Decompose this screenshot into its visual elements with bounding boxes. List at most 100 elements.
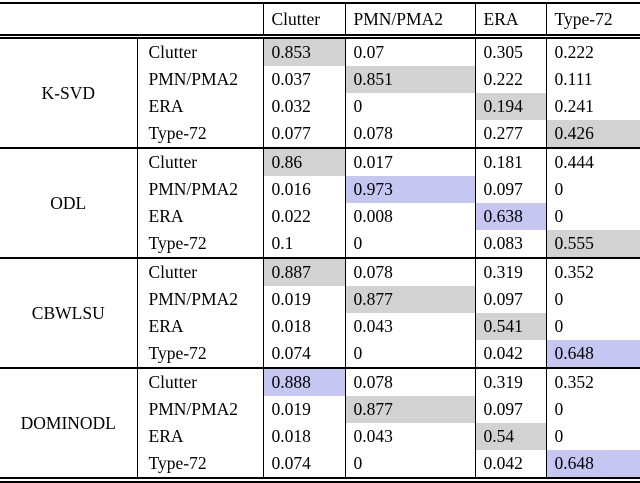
row-label: ERA bbox=[136, 423, 263, 450]
value-cell: 0.222 bbox=[474, 66, 546, 93]
table-row: DOMINODL Clutter 0.888 0.078 0.319 0.352 bbox=[0, 368, 640, 433]
value-cell: 0 bbox=[545, 423, 640, 450]
table-row: Type-72 0.074 0 0.042 0.648 bbox=[0, 340, 640, 368]
value-cell: 0.07 bbox=[344, 36, 475, 66]
value-cell: 0.032 bbox=[262, 93, 345, 120]
column-header-pmn-pma2: PMN/PMA2 bbox=[344, 3, 475, 39]
table-row: Type-72 0.077 0.078 0.277 0.426 bbox=[0, 120, 640, 148]
value-cell: 0.111 bbox=[545, 66, 640, 93]
value-cell: 0.541 bbox=[474, 313, 546, 340]
value-cell: 0.042 bbox=[474, 450, 546, 480]
value-cell: 0.305 bbox=[474, 36, 546, 66]
method-label: K-SVD bbox=[41, 82, 95, 103]
row-label: Clutter bbox=[136, 368, 263, 396]
value-cell: 0 bbox=[545, 313, 640, 340]
table-row: Type-72 0.1 0 0.083 0.555 bbox=[0, 230, 640, 258]
value-cell: 0.319 bbox=[474, 258, 546, 286]
value-cell: 0.319 bbox=[474, 368, 546, 396]
table-row: ERA 0.022 0.008 0.638 0 bbox=[0, 203, 640, 230]
row-label: PMN/PMA2 bbox=[136, 286, 263, 313]
value-cell: 0.277 bbox=[474, 120, 546, 148]
row-label: Type-72 bbox=[136, 340, 263, 368]
row-label: ERA bbox=[136, 313, 263, 340]
value-cell: 0.083 bbox=[474, 230, 546, 258]
table-header: Clutter PMN/PMA2 ERA Type-72 bbox=[0, 3, 640, 39]
value-cell: 0 bbox=[545, 176, 640, 203]
table-row: CBWLSU Clutter 0.887 0.078 0.319 0.352 bbox=[0, 258, 640, 323]
value-cell: 0 bbox=[545, 286, 640, 313]
value-cell: 0.444 bbox=[545, 148, 640, 176]
value-cell: 0.181 bbox=[474, 148, 546, 176]
table-row: ERA 0.018 0.043 0.54 0 bbox=[0, 423, 640, 450]
value-cell: 0.352 bbox=[545, 368, 640, 396]
value-cell: 0.018 bbox=[262, 423, 345, 450]
row-label: PMN/PMA2 bbox=[136, 176, 263, 203]
value-cell: 0.077 bbox=[262, 120, 345, 148]
value-cell: 0.648 bbox=[545, 340, 640, 368]
value-cell: 0.426 bbox=[545, 120, 640, 148]
table-row: K-SVD Clutter 0.853 0.07 0.305 0.222 bbox=[0, 36, 640, 103]
value-cell: 0.078 bbox=[344, 258, 475, 286]
value-cell: 0.54 bbox=[474, 423, 546, 450]
table-row: PMN/PMA2 0.019 0.877 0.097 0 bbox=[0, 286, 640, 313]
value-cell: 0.887 bbox=[262, 258, 345, 286]
value-cell: 0 bbox=[344, 93, 475, 120]
value-cell: 0.86 bbox=[262, 148, 345, 176]
value-cell: 0 bbox=[344, 230, 475, 258]
column-header-type-72: Type-72 bbox=[545, 3, 640, 39]
row-label: Type-72 bbox=[136, 120, 263, 148]
corner-cell bbox=[0, 3, 263, 39]
value-cell: 0.222 bbox=[545, 36, 640, 66]
value-cell: 0.194 bbox=[474, 93, 546, 120]
value-cell: 0.648 bbox=[545, 450, 640, 480]
row-label: Type-72 bbox=[136, 230, 263, 258]
block-odl: ODL Clutter 0.86 0.017 0.181 0.444 PMN/P… bbox=[0, 148, 640, 258]
column-header-era: ERA bbox=[474, 3, 546, 39]
row-label: PMN/PMA2 bbox=[136, 396, 263, 423]
row-label: Type-72 bbox=[136, 450, 263, 480]
value-cell: 0.638 bbox=[474, 203, 546, 230]
table-row: ODL Clutter 0.86 0.017 0.181 0.444 bbox=[0, 148, 640, 213]
value-cell: 0.877 bbox=[344, 396, 475, 423]
value-cell: 0.973 bbox=[344, 176, 475, 203]
value-cell: 0.043 bbox=[344, 423, 475, 450]
value-cell: 0.555 bbox=[545, 230, 640, 258]
method-label: CBWLSU bbox=[31, 302, 105, 323]
column-header-clutter: Clutter bbox=[262, 3, 345, 39]
table-row: PMN/PMA2 0.016 0.973 0.097 0 bbox=[0, 176, 640, 203]
row-label: PMN/PMA2 bbox=[136, 66, 263, 93]
value-cell: 0.017 bbox=[344, 148, 475, 176]
table-row: PMN/PMA2 0.037 0.851 0.222 0.111 bbox=[0, 66, 640, 93]
value-cell: 0.078 bbox=[344, 120, 475, 148]
table-row: ERA 0.018 0.043 0.541 0 bbox=[0, 313, 640, 340]
value-cell: 0.851 bbox=[344, 66, 475, 93]
value-cell: 0.018 bbox=[262, 313, 345, 340]
value-cell: 0.016 bbox=[262, 176, 345, 203]
value-cell: 0.022 bbox=[262, 203, 345, 230]
block-k-svd: K-SVD Clutter 0.853 0.07 0.305 0.222 PMN… bbox=[0, 36, 640, 148]
row-label: ERA bbox=[136, 93, 263, 120]
row-label: Clutter bbox=[136, 148, 263, 176]
value-cell: 0.853 bbox=[262, 36, 345, 66]
value-cell: 0.019 bbox=[262, 286, 345, 313]
value-cell: 0 bbox=[545, 396, 640, 423]
table-row: ERA 0.032 0 0.194 0.241 bbox=[0, 93, 640, 120]
value-cell: 0.097 bbox=[474, 396, 546, 423]
value-cell: 0.097 bbox=[474, 286, 546, 313]
row-label: Clutter bbox=[136, 36, 263, 66]
row-label: ERA bbox=[136, 203, 263, 230]
value-cell: 0.078 bbox=[344, 368, 475, 396]
value-cell: 0.888 bbox=[262, 368, 345, 396]
value-cell: 0.1 bbox=[262, 230, 345, 258]
value-cell: 0 bbox=[344, 340, 475, 368]
value-cell: 0.008 bbox=[344, 203, 475, 230]
value-cell: 0 bbox=[545, 203, 640, 230]
value-cell: 0 bbox=[344, 450, 475, 480]
table-row: PMN/PMA2 0.019 0.877 0.097 0 bbox=[0, 396, 640, 423]
value-cell: 0.352 bbox=[545, 258, 640, 286]
value-cell: 0.074 bbox=[262, 340, 345, 368]
value-cell: 0.097 bbox=[474, 176, 546, 203]
table-row: Type-72 0.074 0 0.042 0.648 bbox=[0, 450, 640, 480]
